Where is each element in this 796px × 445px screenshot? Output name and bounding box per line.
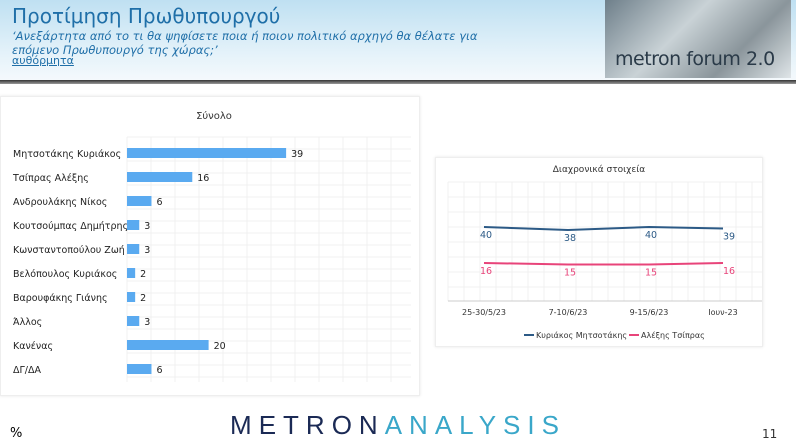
line-chart: Διαχρονικά στοιχεία 25-30/5/23 7-10/6/23 9-…	[447, 165, 762, 340]
chart-title: Διαχρονικά στοιχεία	[553, 165, 646, 175]
bar	[127, 244, 140, 254]
bar	[127, 316, 140, 326]
bar-chart-panel: Σύνολο Μητσοτάκης Κυριάκος 39 Τσίπρας Αλέξη…	[0, 96, 420, 396]
data-label: 16	[197, 173, 209, 184]
bar	[127, 340, 209, 350]
category-label: Κανένας	[13, 341, 53, 352]
category-label: Βαρουφάκης Γιάνης	[13, 293, 108, 304]
bar	[127, 172, 193, 182]
data-label: 40	[480, 230, 492, 241]
data-label: 3	[144, 245, 150, 256]
header-divider	[0, 80, 796, 84]
logo-text: metron forum 2.0	[615, 48, 775, 70]
bar	[127, 268, 136, 278]
data-label: 16	[480, 266, 492, 277]
category-label: ΔΓ/ΔΑ	[13, 365, 41, 376]
data-label: 39	[291, 149, 303, 160]
data-label: 2	[140, 269, 146, 280]
x-tick-label: Ιουν-23	[708, 308, 737, 317]
bar	[127, 148, 287, 158]
data-label: 38	[564, 233, 576, 244]
data-label: 39	[723, 232, 735, 243]
legend-label: Κυριάκος Μητσοτάκης	[536, 331, 627, 340]
bar-chart: Σύνολο Μητσοτάκης Κυριάκος 39 Τσίπρας Αλέξη…	[12, 110, 411, 382]
data-label: 6	[156, 197, 162, 208]
category-label: Μητσοτάκης Κυριάκος	[13, 149, 121, 160]
page-title: Προτίμηση Πρωθυπουργού	[12, 4, 281, 28]
brand-logo: METRONANALYSIS	[0, 410, 796, 441]
brand-b: ANALYSIS	[384, 410, 566, 440]
logo: metron forum 2.0	[605, 0, 791, 78]
data-label: 20	[214, 341, 226, 352]
legend-label: Αλέξης Τσίπρας	[641, 330, 705, 340]
category-label: Κωνσταντοπούλου Ζωή	[13, 245, 125, 256]
bar	[127, 292, 136, 302]
brand-a: METRON	[230, 410, 385, 440]
category-label: Βελόπουλος Κυριάκος	[13, 269, 117, 280]
question-text: ‘Ανεξάρτητα από το τι θα ψηφίσετε ποια ή…	[12, 29, 478, 57]
x-tick-label: 9-15/6/23	[630, 308, 669, 317]
data-label: 3	[144, 221, 150, 232]
bar	[127, 364, 152, 374]
series-line	[483, 262, 724, 266]
bar	[127, 196, 152, 206]
x-tick-label: 7-10/6/23	[549, 308, 588, 317]
data-label: 40	[645, 230, 657, 241]
data-label: 16	[723, 266, 735, 277]
category-label: Άλλος	[13, 317, 42, 328]
category-label: Τσίπρας Αλέξης	[12, 173, 89, 184]
chart-title: Σύνολο	[196, 110, 232, 122]
note-link[interactable]: αυθόρμητα	[12, 54, 74, 67]
data-label: 6	[156, 365, 162, 376]
category-label: Κουτσούμπας Δημήτρης	[13, 221, 128, 232]
series-line	[483, 225, 724, 232]
data-label: 2	[140, 293, 146, 304]
line-chart-panel: Διαχρονικά στοιχεία 25-30/5/23 7-10/6/23 9-…	[435, 157, 763, 347]
data-label: 15	[645, 268, 657, 279]
unit-label: %	[10, 426, 23, 441]
page-number: 11	[762, 427, 778, 441]
data-label: 3	[144, 317, 150, 328]
category-label: Ανδρουλάκης Νίκος	[13, 197, 107, 208]
data-label: 15	[564, 268, 576, 279]
bar	[127, 220, 140, 230]
x-tick-label: 25-30/5/23	[462, 308, 506, 317]
